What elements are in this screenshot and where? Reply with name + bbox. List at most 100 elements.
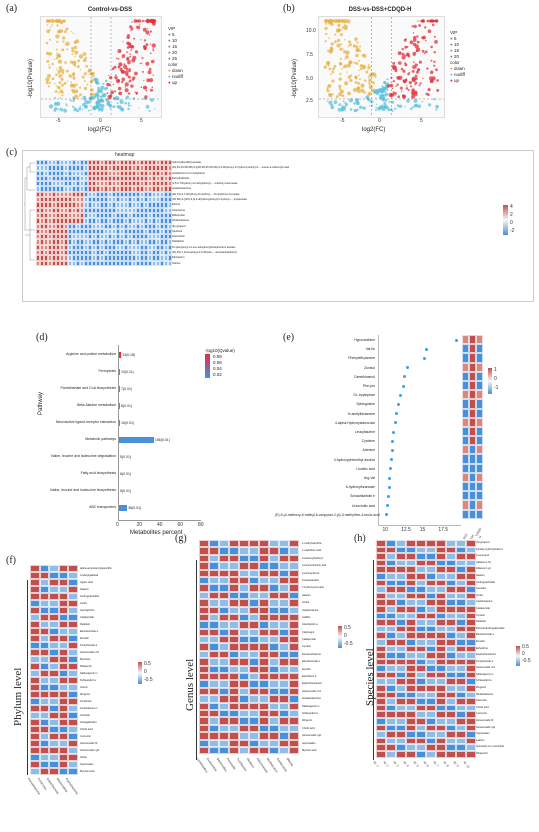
heatmap-cell	[160, 170, 164, 176]
heatmap-row-label: Emodin	[302, 667, 311, 671]
volcano-point	[143, 45, 147, 50]
heatmap-cell	[416, 711, 426, 719]
heatmap-cell	[132, 260, 136, 266]
heatmap-cell	[456, 599, 466, 606]
heatmap-cell	[108, 191, 112, 198]
heatmap-cell	[88, 250, 92, 256]
heatmap-row-label: 4-coumarol	[476, 554, 489, 558]
heatmap-cell	[219, 709, 229, 718]
heatmap-row-label: Curcumin	[476, 712, 488, 716]
heatmap-cell	[72, 212, 76, 219]
heatmap-row-label: Wogonin	[476, 686, 487, 690]
volcano-point	[57, 108, 60, 111]
heatmap-cell	[36, 207, 40, 213]
heatmap-cell	[416, 652, 426, 659]
heatmap-cell	[386, 592, 396, 600]
heatmap-cell	[60, 181, 64, 187]
heatmap-cell	[120, 186, 124, 192]
heatmap-cell	[456, 586, 466, 593]
heatmap-cell	[96, 175, 100, 182]
panel-e-axes	[378, 335, 461, 526]
heatmap-cell	[68, 223, 72, 229]
heatmap-cell	[60, 255, 64, 261]
volcano-point	[406, 99, 410, 103]
volcano-point	[49, 38, 52, 41]
heatmap-cell	[140, 170, 144, 176]
volcano-point	[87, 70, 90, 73]
heatmap-cell	[446, 546, 456, 554]
volcano-point	[402, 95, 405, 98]
heatmap-cell	[148, 228, 152, 235]
heatmap-cell	[466, 671, 476, 679]
volcano-point	[392, 80, 395, 83]
metabolite-label: Dimethinamol	[354, 374, 375, 379]
volcano-point	[329, 48, 334, 53]
heatmap-cell	[269, 687, 279, 696]
heatmap-cell	[239, 650, 249, 659]
volcano-point	[125, 95, 130, 99]
volcano-point	[104, 87, 108, 91]
heatmap-cell	[219, 599, 229, 607]
volcano-point	[353, 61, 356, 64]
heatmap-cell	[152, 250, 156, 256]
heatmap-cell	[462, 353, 469, 363]
heatmap-cell	[160, 181, 164, 187]
bar-value-label: 6(0.01)	[120, 472, 132, 476]
volcano-point	[72, 72, 76, 76]
volcano-point	[119, 100, 124, 104]
heatmap-cell	[58, 726, 69, 733]
heatmap-cell	[68, 677, 78, 684]
heatmap-cell	[476, 362, 483, 372]
heatmap-col-label: sp. 6	[422, 759, 430, 768]
heatmap-row-label: 4-acetoxybiphenyl	[302, 556, 323, 560]
heatmap-cell	[68, 726, 78, 733]
heatmap-cell	[68, 260, 72, 266]
heatmap-cell	[88, 165, 92, 171]
heatmap-row-label: (E)-gingerol	[172, 224, 186, 228]
heatmap-cell	[30, 698, 40, 705]
volcano-point	[371, 81, 375, 85]
panel-a-xtick-1: 0	[99, 118, 102, 124]
heatmap-cell	[229, 680, 239, 688]
heatmap-cell	[279, 717, 289, 725]
volcano-point	[51, 62, 54, 66]
heatmap-cell	[289, 665, 299, 674]
heatmap-cell	[416, 546, 426, 554]
volcano-point	[130, 49, 133, 51]
heatmap-cell	[36, 255, 40, 261]
heatmap-cell	[58, 733, 69, 740]
dot-point	[397, 402, 401, 406]
heatmap-cell	[259, 680, 269, 688]
heatmap-cell	[259, 584, 269, 592]
volcano-point	[74, 55, 76, 58]
volcano-point	[332, 19, 336, 23]
panel-d-axes	[118, 345, 201, 521]
heatmap-cell	[406, 665, 416, 672]
heatmap-cell	[396, 559, 406, 567]
heatmap-cell	[396, 572, 406, 580]
heatmap-cell	[30, 614, 40, 621]
heatmap-cell	[239, 732, 249, 740]
heatmap-cell	[436, 671, 446, 679]
volcano-point	[371, 104, 374, 107]
heatmap-cell	[128, 223, 132, 229]
heatmap-cell	[199, 613, 209, 622]
heatmap-cell	[249, 732, 259, 740]
heatmap-cell	[376, 632, 386, 639]
heatmap-cell	[140, 160, 144, 166]
heatmap-cell	[199, 724, 209, 733]
heatmap-cell	[406, 704, 416, 712]
heatmap-cell	[229, 658, 239, 666]
heatmap-cell	[229, 695, 239, 703]
bar-value-label: 13(0.18)	[122, 353, 136, 357]
heatmap-cell	[72, 202, 76, 208]
volcano-point	[326, 89, 330, 93]
heatmap-cell	[209, 702, 219, 710]
heatmap-cell	[469, 491, 476, 501]
volcano-point	[429, 70, 434, 75]
heatmap-cell	[100, 244, 104, 251]
heatmap-cell	[466, 652, 476, 659]
heatmap-row-label: Cholic acid	[80, 728, 93, 731]
heatmap-cell	[68, 607, 78, 614]
volcano-point	[340, 109, 344, 112]
